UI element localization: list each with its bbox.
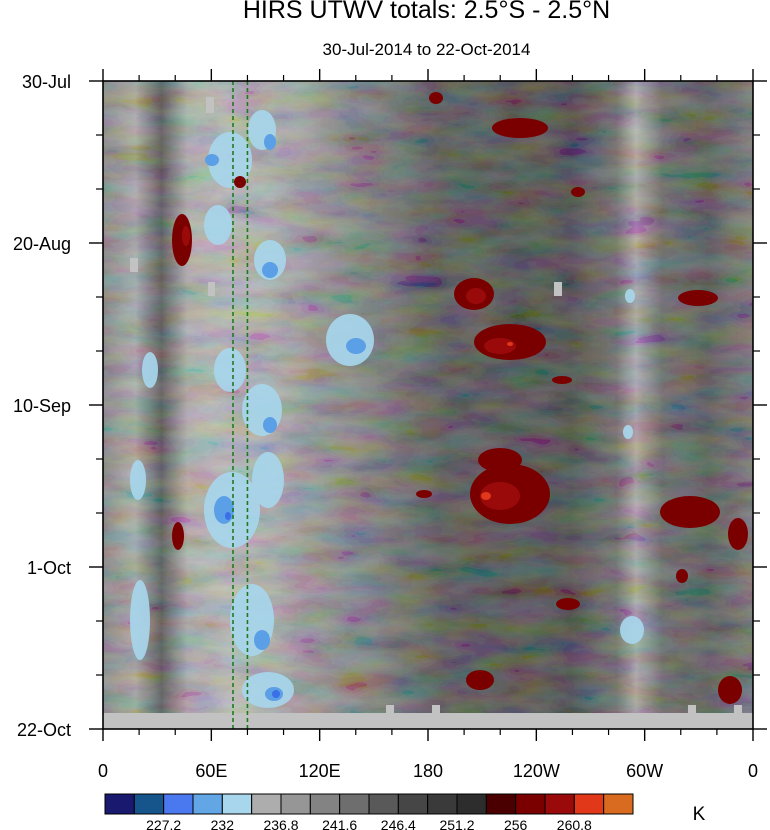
colorbar-swatch [192, 793, 223, 815]
x-tick-label: 180 [413, 761, 443, 781]
colorbar-label: 260.8 [557, 817, 592, 830]
colorbar-swatch [104, 793, 135, 815]
chart-title: HIRS UTWV totals: 2.5°S - 2.5°N [242, 0, 611, 24]
axes: 0 60E 120E 180 120W 60W 0 30-Jul 20-Aug 10-Sep 1-O… [13, 69, 767, 781]
x-tick-label: 60E [195, 761, 227, 781]
colorbar-swatch [221, 793, 253, 815]
colorbar-label: 246.4 [381, 817, 416, 830]
colorbar-swatch [368, 793, 399, 815]
colorbar-label: 232 [211, 817, 235, 830]
y-tick-label: 10-Sep [13, 396, 71, 416]
x-tick-label: 0 [98, 761, 108, 781]
x-tick-label: 120W [513, 761, 560, 781]
hovmoller-field [103, 81, 753, 729]
colorbar-swatch [133, 793, 165, 815]
y-tick-label: 30-Jul [22, 72, 71, 92]
colorbar-swatch [456, 793, 487, 815]
colorbar-swatch [280, 793, 311, 815]
colorbar-unit: K [693, 804, 706, 825]
warm-centres [481, 342, 513, 500]
colorbar-label: 241.6 [322, 817, 357, 830]
warm-cores [182, 226, 520, 510]
colorbar-swatch [309, 793, 341, 815]
colorbar-swatch [485, 793, 517, 815]
colorbar-label: 256 [504, 817, 528, 830]
colorbar-swatch [251, 793, 282, 815]
colorbar-label: 227.2 [146, 817, 181, 830]
y-tick-label: 20-Aug [13, 234, 71, 254]
colorbar-swatch [163, 793, 194, 815]
x-tick-label: 60W [626, 761, 663, 781]
colorbar-label: 251.2 [439, 817, 474, 830]
colorbar-swatch [544, 793, 575, 815]
x-tick-label: 0 [748, 761, 758, 781]
cold-cores [205, 134, 366, 701]
x-tick-label: 120E [299, 761, 341, 781]
colorbar-swatch [515, 793, 546, 815]
colorbar: 227.2 232 236.8 241.6 246.4 251.2 256 260.8 K [104, 793, 706, 830]
reference-lines [232, 81, 249, 729]
colorbar-swatch [603, 793, 634, 815]
colorbar-swatch [339, 793, 370, 815]
missing-data [103, 97, 753, 729]
y-tick-label: 1-Oct [27, 558, 71, 578]
chart-subtitle: 30-Jul-2014 to 22-Oct-2014 [322, 40, 531, 59]
colorbar-label: 236.8 [263, 817, 298, 830]
missing-data-strip [103, 713, 753, 729]
y-tick-label: 22-Oct [17, 720, 71, 740]
field-texture [103, 81, 753, 729]
colorbar-swatch [397, 793, 429, 815]
cold-centres [225, 512, 280, 698]
colorbar-swatch [573, 793, 605, 815]
colorbar-swatch [427, 793, 458, 815]
